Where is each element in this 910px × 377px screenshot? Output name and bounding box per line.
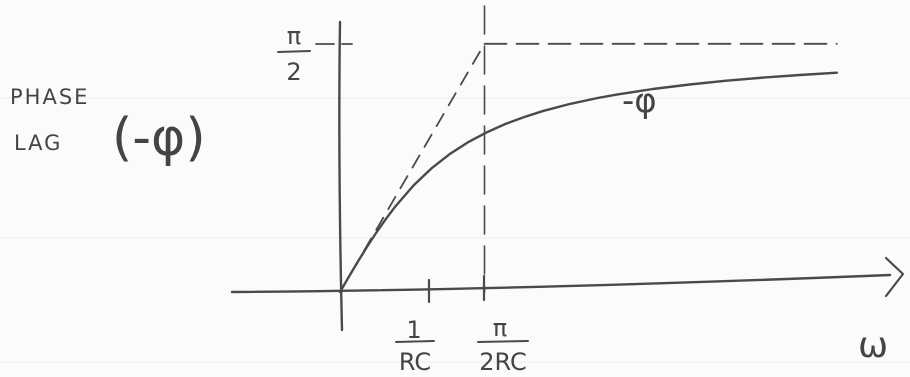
x-tick-label-numerator: π (493, 314, 507, 342)
x-tick-label-numerator: 1 (406, 316, 421, 344)
ylabel-lag: LAG (14, 131, 62, 155)
x-axis-arrowhead (884, 256, 905, 298)
x-tick-label-fraction-bar (477, 340, 529, 343)
ylabel-phase: PHASE (10, 85, 89, 109)
y-tick-label-fraction-bar (277, 50, 311, 53)
y-tick-label-denominator: 2 (286, 58, 301, 86)
ylabel-phi: (-φ) (112, 108, 206, 168)
x-axis-label: ω (858, 325, 888, 366)
x-tick-label-denominator: 2RC (479, 348, 527, 376)
curve-label: -φ (622, 81, 657, 121)
x-tick-label-denominator: RC (399, 348, 431, 376)
x-tick-label-fraction-bar (395, 340, 435, 343)
y-tick-label-numerator: π (287, 22, 301, 50)
paper-ruled-lines (0, 97, 910, 363)
x-axis (230, 273, 892, 294)
y-axis (338, 20, 344, 332)
phase-lag-curve (338, 71, 838, 294)
